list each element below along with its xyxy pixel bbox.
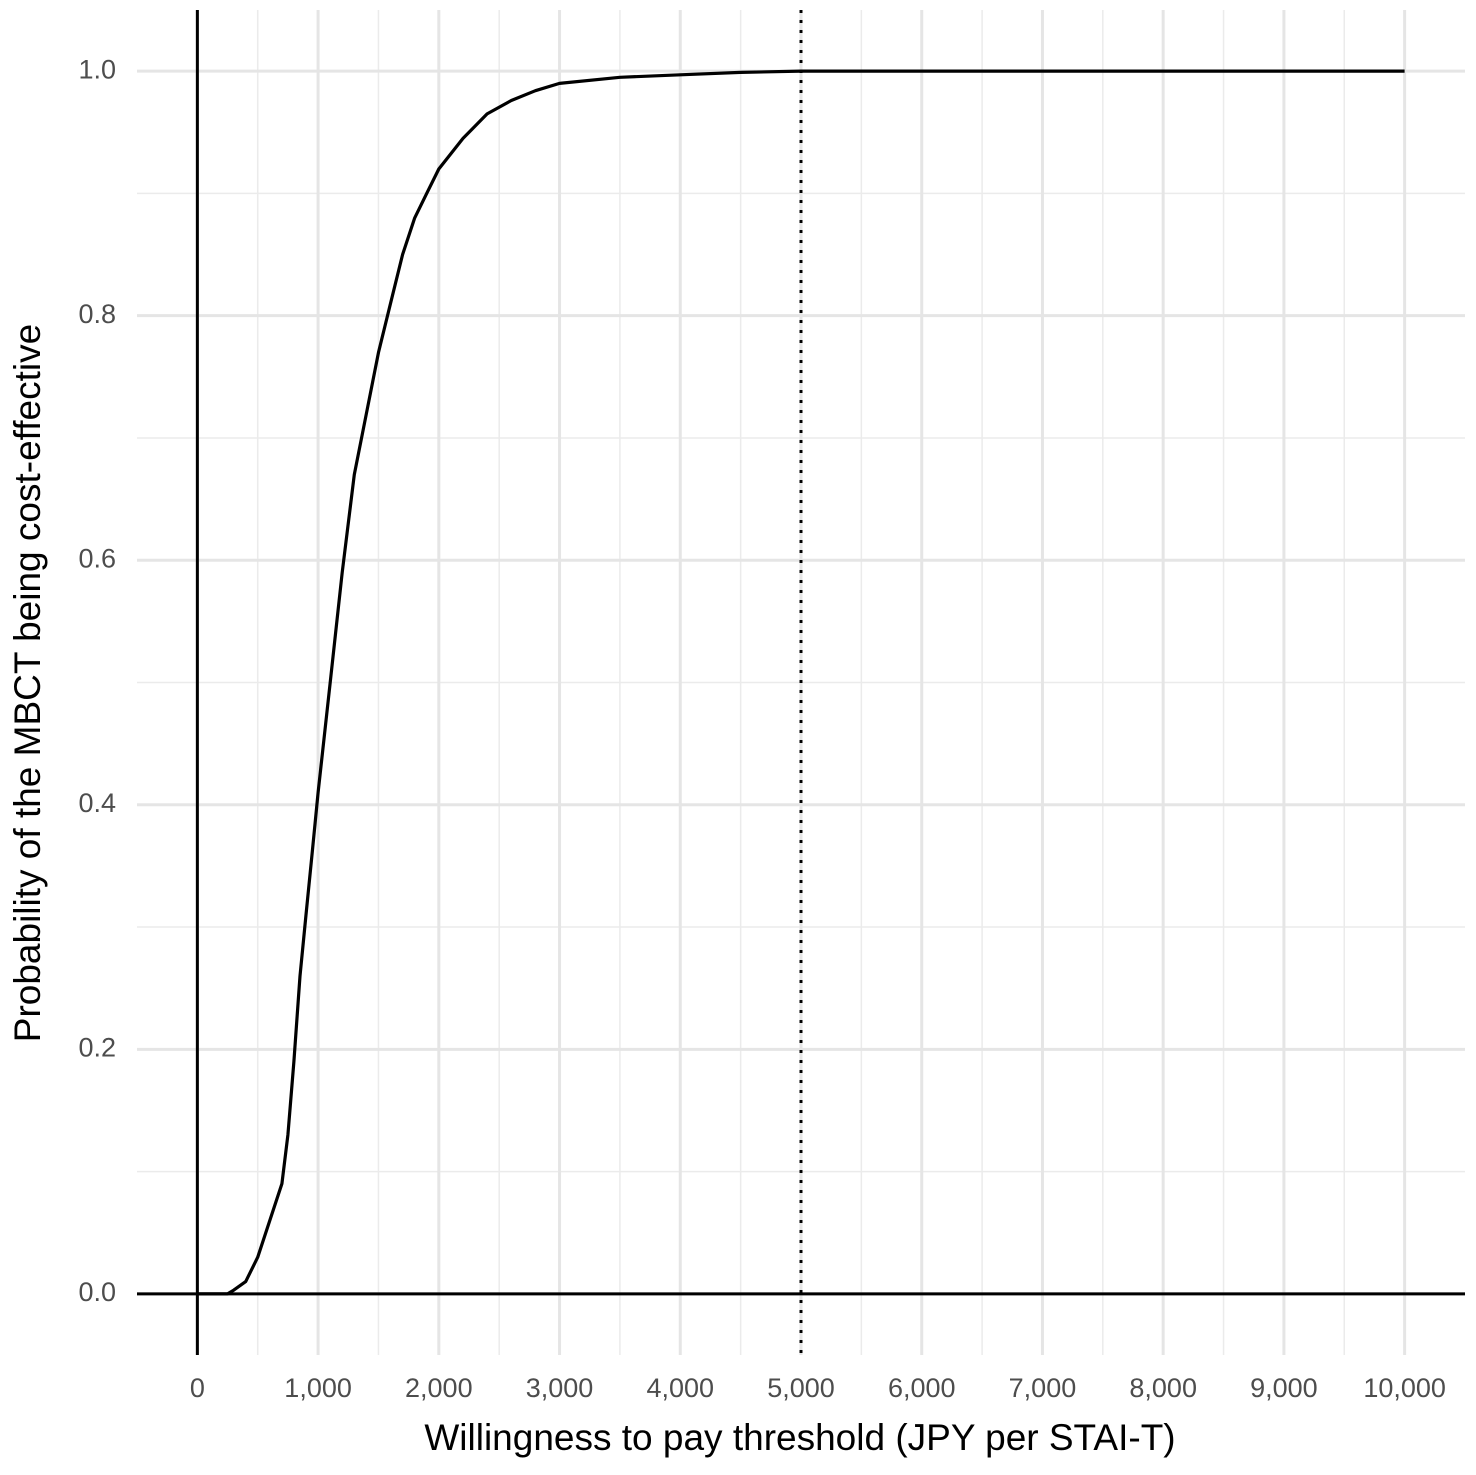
x-tick-label: 7,000 xyxy=(1009,1373,1077,1403)
x-tick-label: 0 xyxy=(190,1373,205,1403)
y-axis-title: Probability of the MBCT being cost-effec… xyxy=(7,324,48,1042)
y-tick-label: 1.0 xyxy=(78,54,116,84)
x-axis-title: Willingness to pay threshold (JPY per ST… xyxy=(424,1417,1175,1458)
x-tick-label: 2,000 xyxy=(405,1373,473,1403)
y-tick-label: 0.6 xyxy=(78,543,116,573)
x-tick-label: 4,000 xyxy=(646,1373,714,1403)
data-line xyxy=(197,69,1405,1296)
x-tick-label: 6,000 xyxy=(888,1373,956,1403)
y-tick-label: 0.0 xyxy=(78,1277,116,1307)
y-tick-label: 0.4 xyxy=(78,788,116,818)
x-tick-label: 5,000 xyxy=(767,1373,835,1403)
x-tick-label: 9,000 xyxy=(1250,1373,1318,1403)
y-tick-label: 0.8 xyxy=(78,299,116,329)
y-tick-label: 0.2 xyxy=(78,1032,116,1062)
x-tick-label: 3,000 xyxy=(526,1373,594,1403)
x-tick-label: 10,000 xyxy=(1363,1373,1446,1403)
x-tick-label: 8,000 xyxy=(1129,1373,1197,1403)
x-tick-label: 1,000 xyxy=(284,1373,352,1403)
